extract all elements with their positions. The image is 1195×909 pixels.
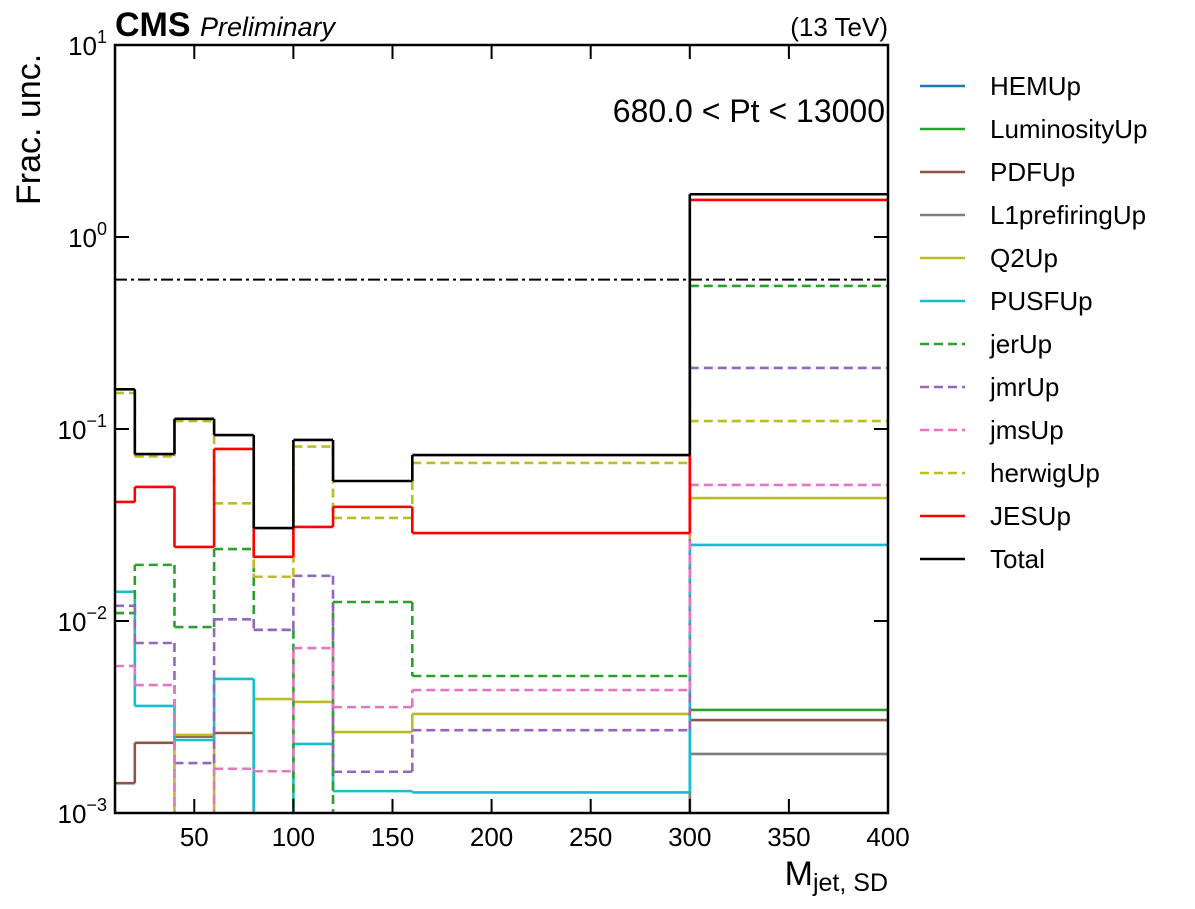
y-tick-exponent: 1 <box>97 27 107 47</box>
x-axis-label-sub: jet, SD <box>812 869 888 897</box>
legend-label: LuminosityUp <box>990 114 1148 144</box>
x-tick-label: 150 <box>371 822 414 852</box>
legend-label: HEMUp <box>990 71 1081 101</box>
y-axis-label: Frac. unc. <box>10 54 48 205</box>
y-tick-base: 10 <box>68 223 97 253</box>
legend-label: jmsUp <box>989 415 1064 445</box>
legend-label: PUSFUp <box>990 286 1093 316</box>
annotation: 680.0 < Pt < 13000 <box>613 93 885 129</box>
legend-label: L1prefiringUp <box>990 200 1146 230</box>
legend-label: herwigUp <box>990 458 1100 488</box>
legend-label: Q2Up <box>990 243 1058 273</box>
x-tick-label: 250 <box>569 822 612 852</box>
plot-area <box>115 192 888 813</box>
legend-label: jmrUp <box>989 372 1059 402</box>
legend-label: jerUp <box>989 329 1052 359</box>
y-tick-exponent: −3 <box>86 795 107 815</box>
y-tick-exponent: 0 <box>97 219 107 239</box>
axes: 50 100 150 200 250 300 350 40010−310−210−110010… <box>58 27 910 852</box>
status-label: Preliminary <box>200 12 337 42</box>
x-tick-label: 50 <box>180 822 209 852</box>
x-axis-label: Mjet, SD <box>785 855 888 897</box>
x-tick-label: 400 <box>866 822 909 852</box>
y-tick-label: 10−2 <box>58 603 107 637</box>
y-tick-base: 10 <box>58 607 87 637</box>
y-tick-label: 10−3 <box>58 795 107 829</box>
y-tick-exponent: −1 <box>86 411 107 431</box>
x-tick-label: 100 <box>272 822 315 852</box>
y-tick-base: 10 <box>58 415 87 445</box>
x-tick-label: 200 <box>470 822 513 852</box>
legend-label: Total <box>990 544 1045 574</box>
y-tick-base: 10 <box>68 31 97 61</box>
legend: HEMUp LuminosityUp PDFUp L1prefiringUp Q2Up P… <box>920 71 1148 574</box>
y-tick-label: 100 <box>68 219 107 253</box>
x-tick-label: 300 <box>668 822 711 852</box>
experiment-label: CMS <box>115 6 191 44</box>
frame <box>113 43 890 815</box>
energy-label: (13 TeV) <box>790 12 888 42</box>
y-tick-base: 10 <box>58 799 87 829</box>
y-tick-exponent: −2 <box>86 603 107 623</box>
legend-label: JESUp <box>990 501 1071 531</box>
y-tick-label: 101 <box>68 27 107 61</box>
y-tick-label: 10−1 <box>58 411 107 445</box>
legend-label: PDFUp <box>990 157 1075 187</box>
x-axis-label-main: M <box>785 855 813 893</box>
x-tick-label: 350 <box>767 822 810 852</box>
